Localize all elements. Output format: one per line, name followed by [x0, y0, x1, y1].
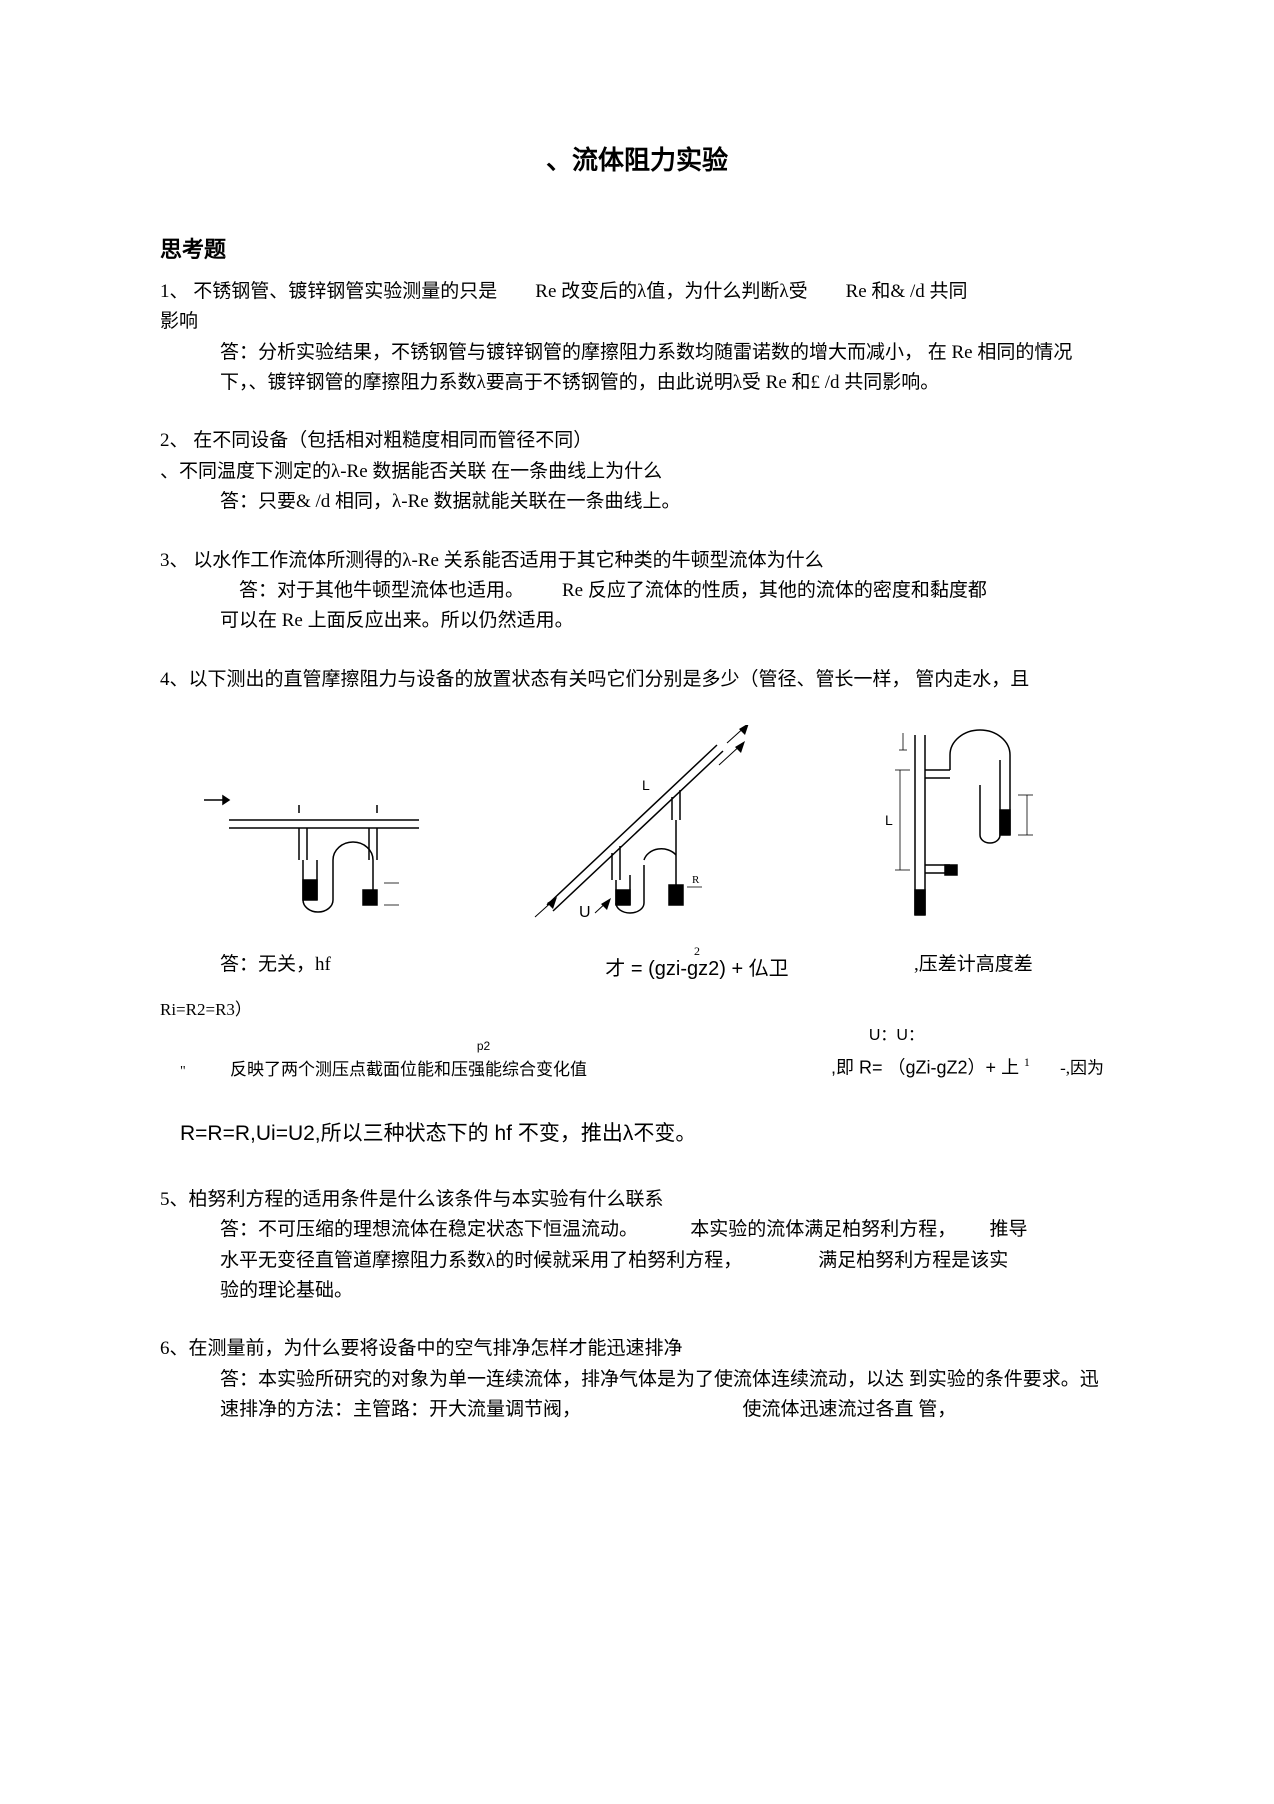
q4-eq1-top: 2: [605, 945, 788, 958]
question-5: 5、 柏努利方程的适用条件是什么该条件与本实验有什么联系 答：不可压缩的理想流体…: [160, 1185, 1114, 1307]
svg-text:R: R: [692, 874, 700, 886]
svg-text:L: L: [885, 812, 893, 828]
svg-text:L: L: [642, 777, 650, 793]
question-2: 2、 在不同设备（包括相对粗糙度相同而管径不同） 、不同温度下测定的λ-Re 数…: [160, 426, 1114, 517]
q6-text: 在测量前，为什么要将设备中的空气排净怎样才能迅速排净: [189, 1334, 683, 1364]
q5-ans-c: 验的理论基础。: [160, 1276, 1114, 1306]
question-1: 1、 不锈钢管、镀锌钢管实验测量的只是 Re 改变后的λ值，为什么判断λ受 Re…: [160, 277, 1114, 399]
q4-eq1-left: 答：无关，hf: [160, 950, 480, 980]
q4-eq1: 答：无关，hf 2 才 = (gzi-gz2) + 仏卫 ,压差计高度差: [160, 945, 1114, 986]
q4-text: 以下测出的直管摩擦阻力与设备的放置状态有关吗它们分别是多少（管径、管长一样， 管…: [189, 665, 1030, 695]
q4-eq2-quote: ": [160, 1061, 230, 1083]
q5-ans-b: 水平无变径直管道摩擦阻力系数λ的时候就采用了柏努利方程， 满足柏努利方程是该实: [160, 1246, 1114, 1276]
question-6: 6、 在测量前，为什么要将设备中的空气排净怎样才能迅速排净 答：本实验所研究的对…: [160, 1334, 1114, 1425]
question-4: 4、 以下测出的直管摩擦阻力与设备的放置状态有关吗它们分别是多少（管径、管长一样…: [160, 665, 1114, 1151]
q4-eq1-mid: 才 = (gzi-gz2) + 仏卫: [605, 958, 788, 980]
q4-eq3: R=R=R,Ui=U2,所以三种状态下的 hf 不变，推出λ不变。: [180, 1122, 696, 1145]
q2-text-b: 、不同温度下测定的λ-Re 数据能否关联 在一条曲线上为什么: [160, 457, 662, 487]
q3-ans-a: 答：对于其他牛顿型流体也适用。 Re 反应了流体的性质，其他的流体的密度和黏度都: [160, 576, 1114, 606]
q6-ans-b: 速排净的方法：主管路：开大流量调节阀， 使流体迅速流过各直 管，: [160, 1395, 1114, 1425]
q1-text-c: Re 和& /d 共同: [846, 277, 968, 307]
question-3: 3、 以水作工作流体所测得的λ-Re 关系能否适用于其它种类的牛顿型流体为什么 …: [160, 546, 1114, 637]
q3-ans-b: 可以在 Re 上面反应出来。所以仍然适用。: [160, 606, 1114, 636]
diagram-2: L: [517, 725, 777, 925]
q2-text-a: 在不同设备（包括相对粗糙度相同而管径不同）: [189, 426, 626, 456]
q6-ans-a: 答：本实验所研究的对象为单一连续流体，排净气体是为了使流体连续流动，以达 到实验…: [160, 1365, 1114, 1395]
q4-eq2-sup: 1: [1024, 1055, 1030, 1069]
q1-num: 1、: [160, 277, 189, 307]
q1-text-b: Re 改变后的λ值，为什么判断λ受: [535, 277, 845, 307]
q4-eq2-righttop: U：U：: [869, 1023, 924, 1049]
q3-text-a: 以水作工作流体所测得的λ-Re 关系能否适用于其它种类的牛顿型流体为什么: [189, 546, 824, 576]
page-root: 、流体阻力实验 思考题 1、 不锈钢管、镀锌钢管实验测量的只是 Re 改变后的λ…: [0, 0, 1274, 1514]
q4-eq2-right: ,即 R= （gZi-gZ2）+ 上: [831, 1057, 1019, 1077]
q1-ans-b: 下，、镀锌钢管的摩擦阻力系数λ要高于不锈钢管的，由此说明λ受 Re 和£ /d …: [160, 368, 1114, 398]
q5-text: 柏努利方程的适用条件是什么该条件与本实验有什么联系: [189, 1185, 664, 1215]
section-head: 思考题: [160, 232, 1114, 267]
q1-text-d: 影响: [160, 307, 1114, 337]
page-title: 、流体阻力实验: [160, 140, 1114, 182]
q4-eq2-line1: 反映了两个测压点截面位能和压强能综合变化值: [230, 1056, 587, 1083]
q4-eq1-right: ,压差计高度差: [914, 950, 1114, 980]
q5-num: 5、: [160, 1185, 189, 1215]
q5-ans-a: 答：不可压缩的理想流体在稳定状态下恒温流动。 本实验的流体满足柏努利方程， 推导: [160, 1215, 1114, 1245]
q2-ans: 答：只要& /d 相同，λ-Re 数据就能关联在一条曲线上。: [160, 487, 1114, 517]
q6-num: 6、: [160, 1334, 189, 1364]
diagram-3: L: [855, 725, 1075, 925]
q2-num: 2、: [160, 426, 189, 456]
svg-text:U: U: [579, 904, 591, 921]
q1-text-a: 不锈钢管、镀锌钢管实验测量的只是: [189, 277, 536, 307]
q4-eq2-tail: -,因为: [1035, 1058, 1104, 1077]
q4-line-r: Ri=R2=R3）: [160, 996, 1114, 1023]
q3-num: 3、: [160, 546, 189, 576]
q4-eq2-top1: p2: [380, 1037, 587, 1056]
q4-num: 4、: [160, 665, 189, 695]
diagram-row: L: [160, 725, 1114, 925]
diagram-1: [199, 765, 439, 925]
q1-ans-a: 答：分析实验结果，不锈钢管与镀锌钢管的摩擦阻力系数均随雷诺数的增大而减小， 在 …: [160, 338, 1114, 368]
